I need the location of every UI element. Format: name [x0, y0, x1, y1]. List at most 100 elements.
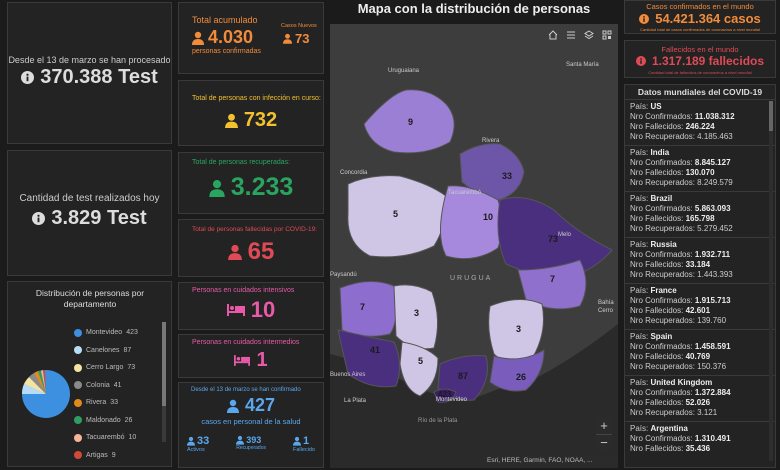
legend-item: Maldonado 26: [74, 412, 158, 430]
uci-value: 10: [250, 297, 276, 322]
distribution-title: Distribución de personas por departament…: [35, 288, 145, 309]
distribution-pie-chart: [21, 370, 70, 418]
list-item[interactable]: País: France Nro Confirmados: 1.915.713 …: [625, 283, 775, 329]
person-icon: [192, 31, 204, 45]
dept-count-label: 41: [370, 345, 380, 355]
department-distribution-panel: Distribución de personas por departament…: [7, 281, 172, 467]
person-icon: [227, 244, 242, 260]
place-label: Montevideo: [436, 397, 468, 403]
info-icon: [32, 212, 46, 225]
dept-count-label: 7: [360, 302, 365, 312]
person-icon: [283, 33, 292, 44]
list-item[interactable]: País: Brazil Nro Confirmados: 5.863.093 …: [625, 191, 775, 237]
person-icon: [187, 436, 195, 446]
new-cases-label: Casos Nuevos: [281, 23, 317, 29]
place-label: Tacuarembó: [448, 190, 482, 196]
world-data-title: Datos mundiales del COVID-19: [637, 87, 763, 97]
dept-count-label: 73: [548, 234, 558, 244]
dept-count-label: 5: [393, 209, 398, 219]
dept-count-label: 3: [516, 324, 521, 334]
uci-label: Personas en cuidados intensivos: [192, 287, 295, 294]
list-icon[interactable]: [566, 30, 576, 40]
distribution-legend: Montevideo 423 Canelones 87 Cerro Largo 73 …: [74, 324, 158, 464]
staff-value: 427: [244, 395, 276, 415]
place-label: URUGUA: [450, 275, 492, 282]
dept-count-label: 7: [550, 274, 555, 284]
active-infections-panel: Total de personas con infección en curso…: [178, 80, 324, 146]
staff-active: 33 Activos: [187, 435, 210, 453]
intensive-care-panel: Personas en cuidados intensivos 10: [178, 282, 324, 330]
country-list[interactable]: País: US Nro Confirmados: 11.038.312 Nro…: [625, 99, 775, 457]
list-item[interactable]: País: Russia Nro Confirmados: 1.932.711 …: [625, 237, 775, 283]
place-label: Cerro: [598, 308, 614, 314]
hospital-bed-icon: [234, 355, 251, 366]
new-cases-value: 73: [295, 31, 310, 46]
deaths-value: 65: [247, 238, 275, 265]
info-icon: [639, 13, 650, 24]
active-value: 732: [243, 109, 278, 131]
layers-icon[interactable]: [584, 30, 594, 40]
legend-item: Artigas 9: [74, 447, 158, 465]
place-label: Bahía: [598, 300, 614, 306]
zoom-controls: + −: [596, 418, 612, 450]
list-item[interactable]: País: Argentina Nro Confirmados: 1.310.4…: [625, 421, 775, 457]
person-icon: [236, 435, 245, 445]
total-value: 4.030: [208, 27, 254, 47]
uruguay-map[interactable]: 9 33 5 10 73 7 7 3 3 41 5 87 26 423 Urug…: [330, 24, 618, 468]
active-label: Total de personas con infección en curso…: [192, 95, 321, 102]
person-icon: [209, 179, 225, 197]
zoom-in-button[interactable]: +: [600, 418, 608, 433]
qr-code-icon[interactable]: [602, 30, 612, 40]
dept-count-label: 5: [418, 356, 423, 366]
person-icon: [292, 436, 301, 446]
map-toolbar: [548, 30, 612, 40]
place-label: Paysandú: [330, 272, 357, 278]
recovered-label: Total de personas recuperadas:: [192, 159, 291, 166]
world-cases-value: 54.421.364 casos: [655, 11, 761, 26]
zoom-out-button[interactable]: −: [596, 434, 612, 450]
today-tests-value: 3.829 Test: [51, 207, 147, 229]
dept-count-label: 10: [483, 212, 493, 222]
dept-count-label: 9: [408, 117, 413, 127]
world-deaths-panel: Fallecidos en el mundo 1.317.189 falleci…: [624, 40, 776, 78]
legend-item: Cerro Largo 73: [74, 359, 158, 377]
recovered-panel: Total de personas recuperadas: 3.233: [178, 152, 324, 214]
place-label: Santa María: [566, 62, 599, 68]
staff-label: Desde el 13 de marzo se han confirmado: [191, 387, 301, 393]
staff-sub: casos en personal de la salud: [201, 417, 301, 426]
dept-count-label: 423: [438, 390, 452, 399]
world-cases-label: Casos confirmados en el mundo: [646, 2, 754, 11]
legend-item: Montevideo 423: [74, 324, 158, 342]
info-icon: [635, 56, 646, 66]
total-label: Total acumulado: [192, 15, 258, 25]
world-cases-panel: Casos confirmados en el mundo 54.421.364…: [624, 0, 776, 34]
world-deaths-label: Fallecidos en el mundo: [661, 45, 739, 54]
intermediate-care-panel: Personas en cuidados intermedios 1: [178, 334, 324, 378]
processed-tests-panel: Desde el 13 de marzo se han procesado 37…: [7, 2, 172, 144]
list-item[interactable]: País: India Nro Confirmados: 8.845.127 N…: [625, 145, 775, 191]
staff-dead: 1 Fallecido: [292, 435, 315, 453]
legend-item: Tacuarembó 10: [74, 429, 158, 447]
distribution-scrollbar[interactable]: [162, 322, 166, 442]
list-item[interactable]: País: United Kingdom Nro Confirmados: 1.…: [625, 375, 775, 421]
legend-item: Rivera 33: [74, 394, 158, 412]
list-item[interactable]: País: Spain Nro Confirmados: 1.458.591 N…: [625, 329, 775, 375]
map-attribution[interactable]: Esri, HERE, Garmin, FAO, NOAA, ...: [484, 456, 618, 465]
place-label: Uruguaiana: [388, 68, 420, 74]
map-canvas[interactable]: 9 33 5 10 73 7 7 3 3 41 5 87 26 423 Urug…: [330, 24, 618, 468]
world-deaths-value: 1.317.189 fallecidos: [651, 54, 765, 68]
intermediate-label: Personas en cuidados intermedios: [192, 339, 300, 346]
list-item[interactable]: País: US Nro Confirmados: 11.038.312 Nro…: [625, 99, 775, 145]
place-label: La Plata: [344, 398, 367, 404]
world-data-panel: Datos mundiales del COVID-19 País: US Nr…: [624, 84, 776, 468]
dept-count-label: 33: [502, 171, 512, 181]
info-icon: [21, 71, 35, 84]
dept-count-label: 26: [516, 372, 526, 382]
home-icon[interactable]: [548, 30, 558, 40]
recovered-value: 3.233: [230, 173, 294, 201]
dept-count-label: 3: [414, 308, 419, 318]
place-label: Rivera: [482, 138, 500, 144]
place-label: Melo: [558, 232, 572, 238]
place-label: Río de la Plata: [418, 418, 458, 424]
country-list-scrollbar[interactable]: [769, 101, 773, 461]
